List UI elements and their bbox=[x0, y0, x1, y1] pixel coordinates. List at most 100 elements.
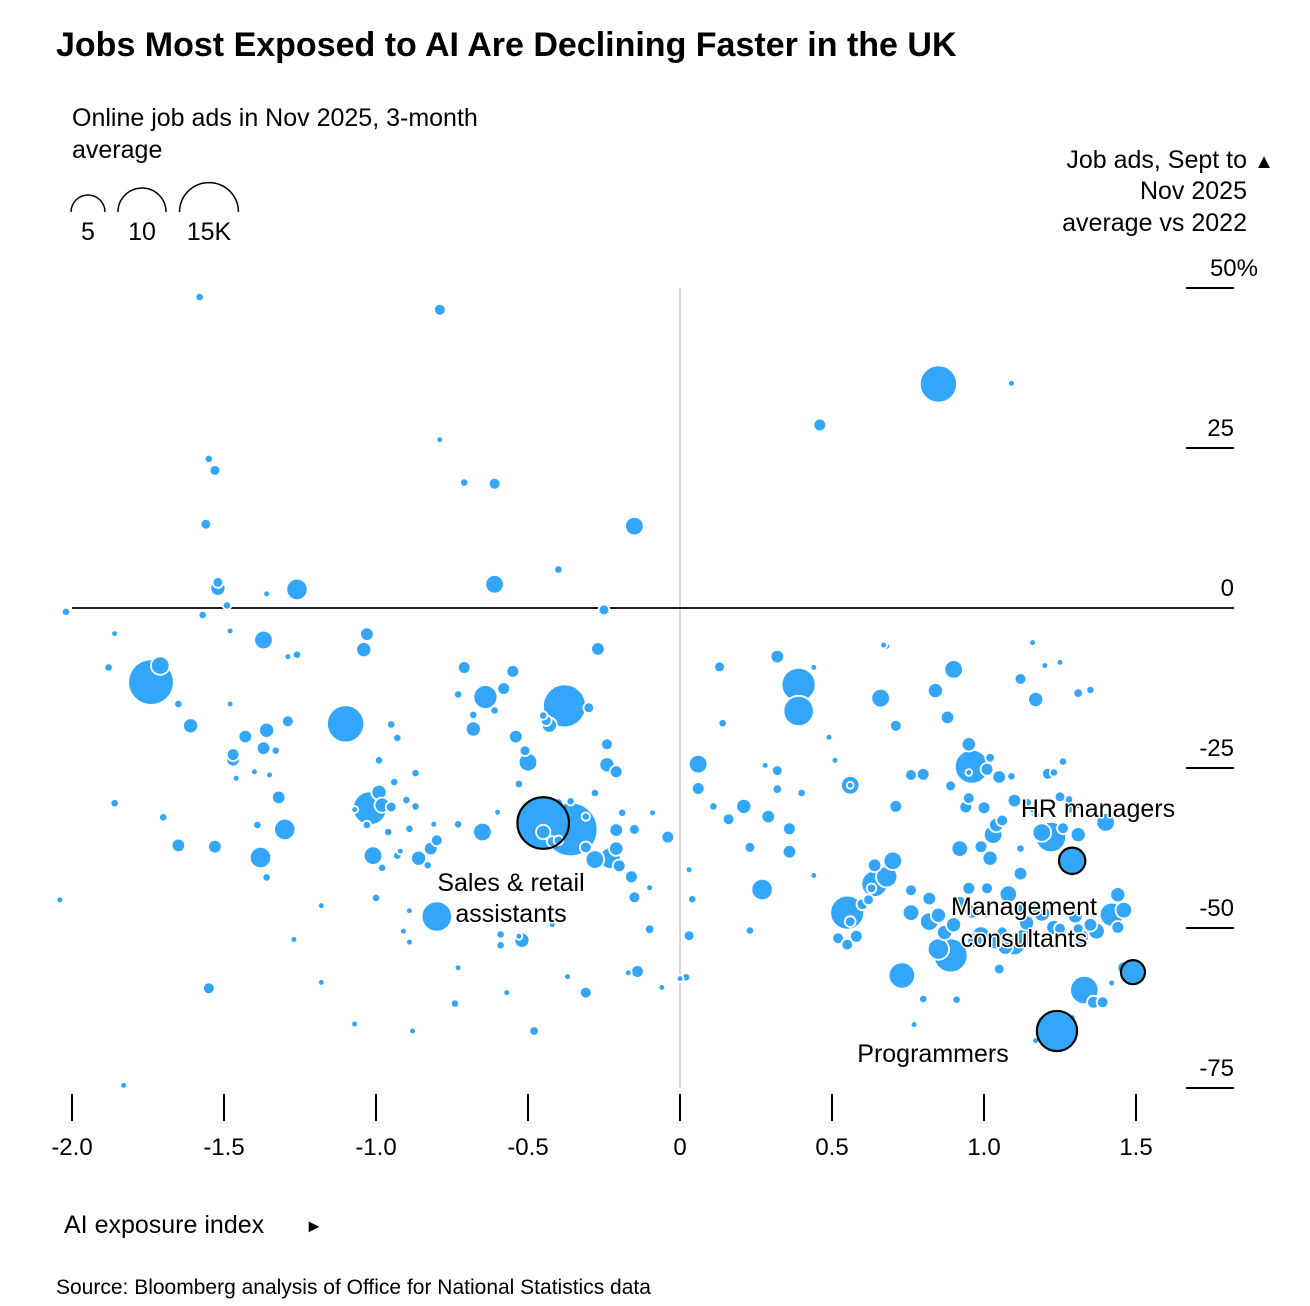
bubble-point bbox=[812, 417, 828, 433]
bubble-point bbox=[1053, 921, 1067, 936]
bubble-point bbox=[505, 664, 521, 679]
bubble-point bbox=[149, 655, 171, 676]
bubble-point bbox=[995, 813, 1009, 828]
bubble-point bbox=[887, 961, 917, 990]
bubble-point bbox=[909, 1020, 919, 1029]
bubble-point bbox=[489, 705, 500, 716]
bubble-point bbox=[203, 453, 214, 464]
bubble-point bbox=[1015, 843, 1026, 854]
bubble-point bbox=[630, 964, 645, 979]
bubble-point bbox=[901, 903, 921, 922]
bubble-point bbox=[395, 846, 405, 856]
bubble-point bbox=[717, 718, 728, 729]
bubble-point bbox=[362, 845, 384, 866]
bubble-point bbox=[743, 841, 757, 854]
bubble-point bbox=[1013, 672, 1028, 686]
bubble-point bbox=[237, 728, 254, 745]
bubble-point bbox=[225, 747, 241, 762]
bubble-point bbox=[1048, 767, 1060, 778]
bubble-point bbox=[553, 564, 564, 575]
bubble-point bbox=[1027, 803, 1038, 815]
bubble-point bbox=[502, 988, 512, 997]
bubble-point bbox=[410, 849, 428, 867]
bubble-point bbox=[538, 710, 549, 721]
bubble-point bbox=[376, 862, 388, 873]
annotation-label: Programmers bbox=[857, 1040, 1008, 1068]
bubble-point bbox=[976, 800, 992, 815]
size-legend-arc bbox=[178, 181, 240, 213]
x-tick-label: 0 bbox=[673, 1134, 686, 1161]
bubble-point bbox=[831, 931, 845, 945]
size-legend-label: 15K bbox=[187, 218, 232, 246]
size-legend-title-line-2: average bbox=[72, 136, 162, 164]
bubble-point bbox=[608, 840, 625, 857]
bubble-point bbox=[782, 694, 815, 728]
bubble-point bbox=[1109, 886, 1127, 904]
bubble-point bbox=[202, 981, 216, 995]
bubble-point bbox=[1095, 995, 1110, 1009]
bubble-point bbox=[285, 577, 309, 602]
bubble-point bbox=[675, 974, 685, 983]
x-tick-label: 0.5 bbox=[815, 1134, 848, 1161]
bubble-point bbox=[782, 821, 797, 837]
bubble-point bbox=[870, 688, 891, 709]
bubble-point bbox=[495, 940, 506, 951]
bubble-point bbox=[921, 890, 938, 907]
bubble-point bbox=[809, 663, 819, 672]
bubble-point bbox=[1072, 687, 1084, 699]
bubble-point bbox=[1055, 658, 1065, 667]
bubble-point bbox=[1056, 821, 1070, 835]
bubble-point bbox=[627, 890, 642, 905]
bubble-point bbox=[401, 794, 412, 806]
bubble-point bbox=[918, 364, 958, 404]
bubble-point bbox=[590, 641, 606, 657]
bubble-point bbox=[1071, 922, 1085, 935]
bubble-point bbox=[988, 1047, 998, 1056]
bubble-point bbox=[771, 783, 784, 795]
bubble-point bbox=[420, 900, 453, 933]
bubble-point bbox=[514, 931, 524, 941]
bubble-point bbox=[429, 819, 439, 829]
bubble-point bbox=[882, 850, 904, 872]
bubble-point bbox=[225, 699, 235, 709]
bubble-point bbox=[252, 819, 263, 831]
bubble-point bbox=[904, 883, 918, 897]
size-legend-arc bbox=[70, 194, 106, 213]
bubble-point bbox=[55, 895, 65, 905]
x-tick-label: 1.0 bbox=[967, 1134, 1000, 1161]
y-axis-title-line-1: Job ads, Sept to bbox=[1066, 146, 1247, 174]
bubble-point bbox=[410, 801, 421, 812]
bubble-point bbox=[289, 935, 299, 944]
bubble-point bbox=[453, 963, 463, 972]
x-axis-title-text: AI exposure index bbox=[64, 1211, 265, 1239]
bubble-point bbox=[984, 752, 996, 764]
bubble-point bbox=[848, 928, 864, 944]
bubble-point bbox=[578, 840, 593, 855]
bubble-point bbox=[1006, 771, 1017, 782]
bubble-point bbox=[103, 662, 114, 673]
bubble-point bbox=[945, 916, 963, 934]
bubble-point bbox=[809, 871, 819, 880]
bubble-point bbox=[582, 701, 596, 715]
bubble-point bbox=[1006, 792, 1023, 809]
bubble-point bbox=[992, 962, 1006, 976]
bubble-point bbox=[258, 721, 276, 739]
bubble-point bbox=[1012, 865, 1029, 882]
bubble-point bbox=[270, 745, 281, 756]
bubble-point bbox=[221, 600, 233, 611]
bubble-point bbox=[578, 985, 593, 1000]
x-tick-label: 1.5 bbox=[1119, 1134, 1152, 1161]
bubble-point bbox=[760, 808, 776, 825]
bubble-point bbox=[384, 800, 398, 814]
bubble-point bbox=[744, 925, 756, 936]
bubble-point bbox=[231, 773, 241, 783]
bubble-point bbox=[1018, 914, 1036, 932]
x-tick-label: -1.0 bbox=[355, 1134, 396, 1161]
bubble-point bbox=[981, 849, 999, 867]
size-legend-label: 5 bbox=[81, 218, 95, 246]
bubble-point bbox=[708, 801, 719, 812]
bubble-point bbox=[597, 603, 611, 617]
bubble-point bbox=[1095, 812, 1116, 833]
bubble-point bbox=[904, 768, 918, 782]
bubble-point bbox=[110, 629, 119, 638]
